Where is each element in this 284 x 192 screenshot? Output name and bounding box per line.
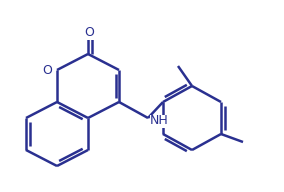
Text: O: O	[84, 26, 94, 40]
Text: NH: NH	[150, 114, 169, 127]
Text: O: O	[42, 64, 52, 76]
